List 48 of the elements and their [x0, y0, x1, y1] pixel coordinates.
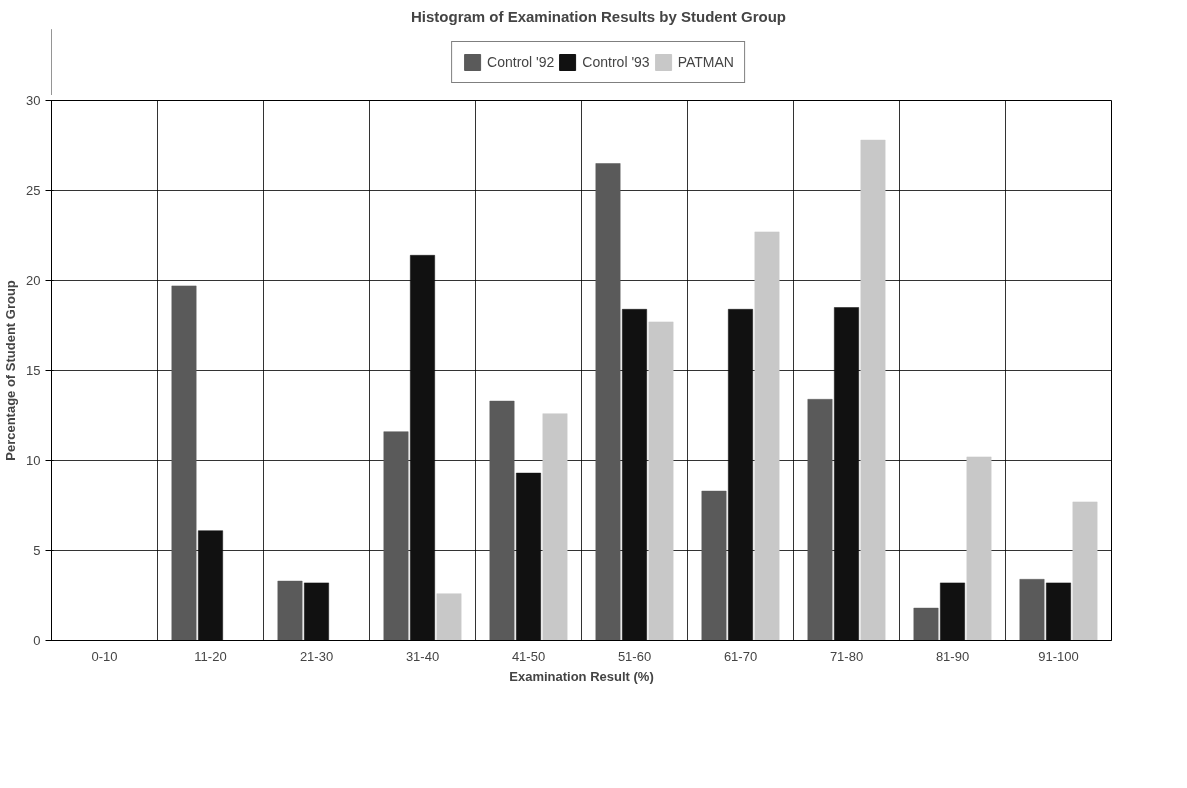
- bar: [728, 309, 753, 641]
- y-tick-label: 15: [26, 363, 41, 378]
- x-axis-title: Examination Result (%): [509, 668, 654, 684]
- chart-title: Histogram of Examination Results by Student Group: [410, 7, 787, 25]
- bar: [913, 607, 939, 641]
- bar: [516, 472, 541, 641]
- y-tick-label: 30: [26, 93, 41, 108]
- bar: [966, 456, 992, 641]
- bar: [1046, 582, 1071, 641]
- bar: [277, 580, 303, 641]
- x-tick-label: 51-60: [617, 648, 652, 664]
- y-tick-label: 25: [26, 183, 41, 198]
- bar: [701, 490, 727, 641]
- bar: [1019, 579, 1045, 641]
- x-tick-label: 81-90: [935, 648, 970, 664]
- bar: [940, 582, 965, 641]
- x-tick-label: 21-30: [299, 648, 334, 664]
- bar: [648, 321, 674, 641]
- bar: [860, 139, 886, 641]
- bar: [834, 307, 859, 641]
- bar: [436, 593, 462, 641]
- bar: [383, 431, 409, 641]
- legend-label: PATMAN: [677, 54, 734, 70]
- bar: [489, 400, 515, 641]
- bar: [542, 413, 568, 641]
- x-tick-label: 91-100: [1038, 648, 1079, 664]
- x-tick-label: 41-50: [511, 648, 546, 664]
- x-tick-label: 61-70: [723, 648, 758, 664]
- x-tick-label: 0-10: [91, 648, 118, 664]
- bar: [622, 309, 647, 641]
- y-tick-label: 5: [33, 543, 41, 558]
- bar: [807, 399, 833, 641]
- bar: [304, 582, 329, 641]
- x-tick-label: 31-40: [405, 648, 440, 664]
- x-tick-label: 71-80: [829, 648, 864, 664]
- bar: [410, 255, 435, 641]
- bar: [1072, 501, 1098, 641]
- legend-label: Control '93: [582, 54, 650, 70]
- y-tick-label: 10: [26, 453, 41, 468]
- y-axis-title: Percentage of Student Group: [3, 280, 19, 461]
- bar: [171, 285, 197, 641]
- y-tick-label: 0: [33, 633, 41, 648]
- x-tick-label: 11-20: [194, 648, 227, 664]
- bar: [595, 163, 621, 641]
- legend-label: Control '92: [487, 54, 555, 70]
- bar: [198, 530, 223, 641]
- bar: [754, 231, 780, 641]
- y-tick-label: 20: [26, 273, 41, 288]
